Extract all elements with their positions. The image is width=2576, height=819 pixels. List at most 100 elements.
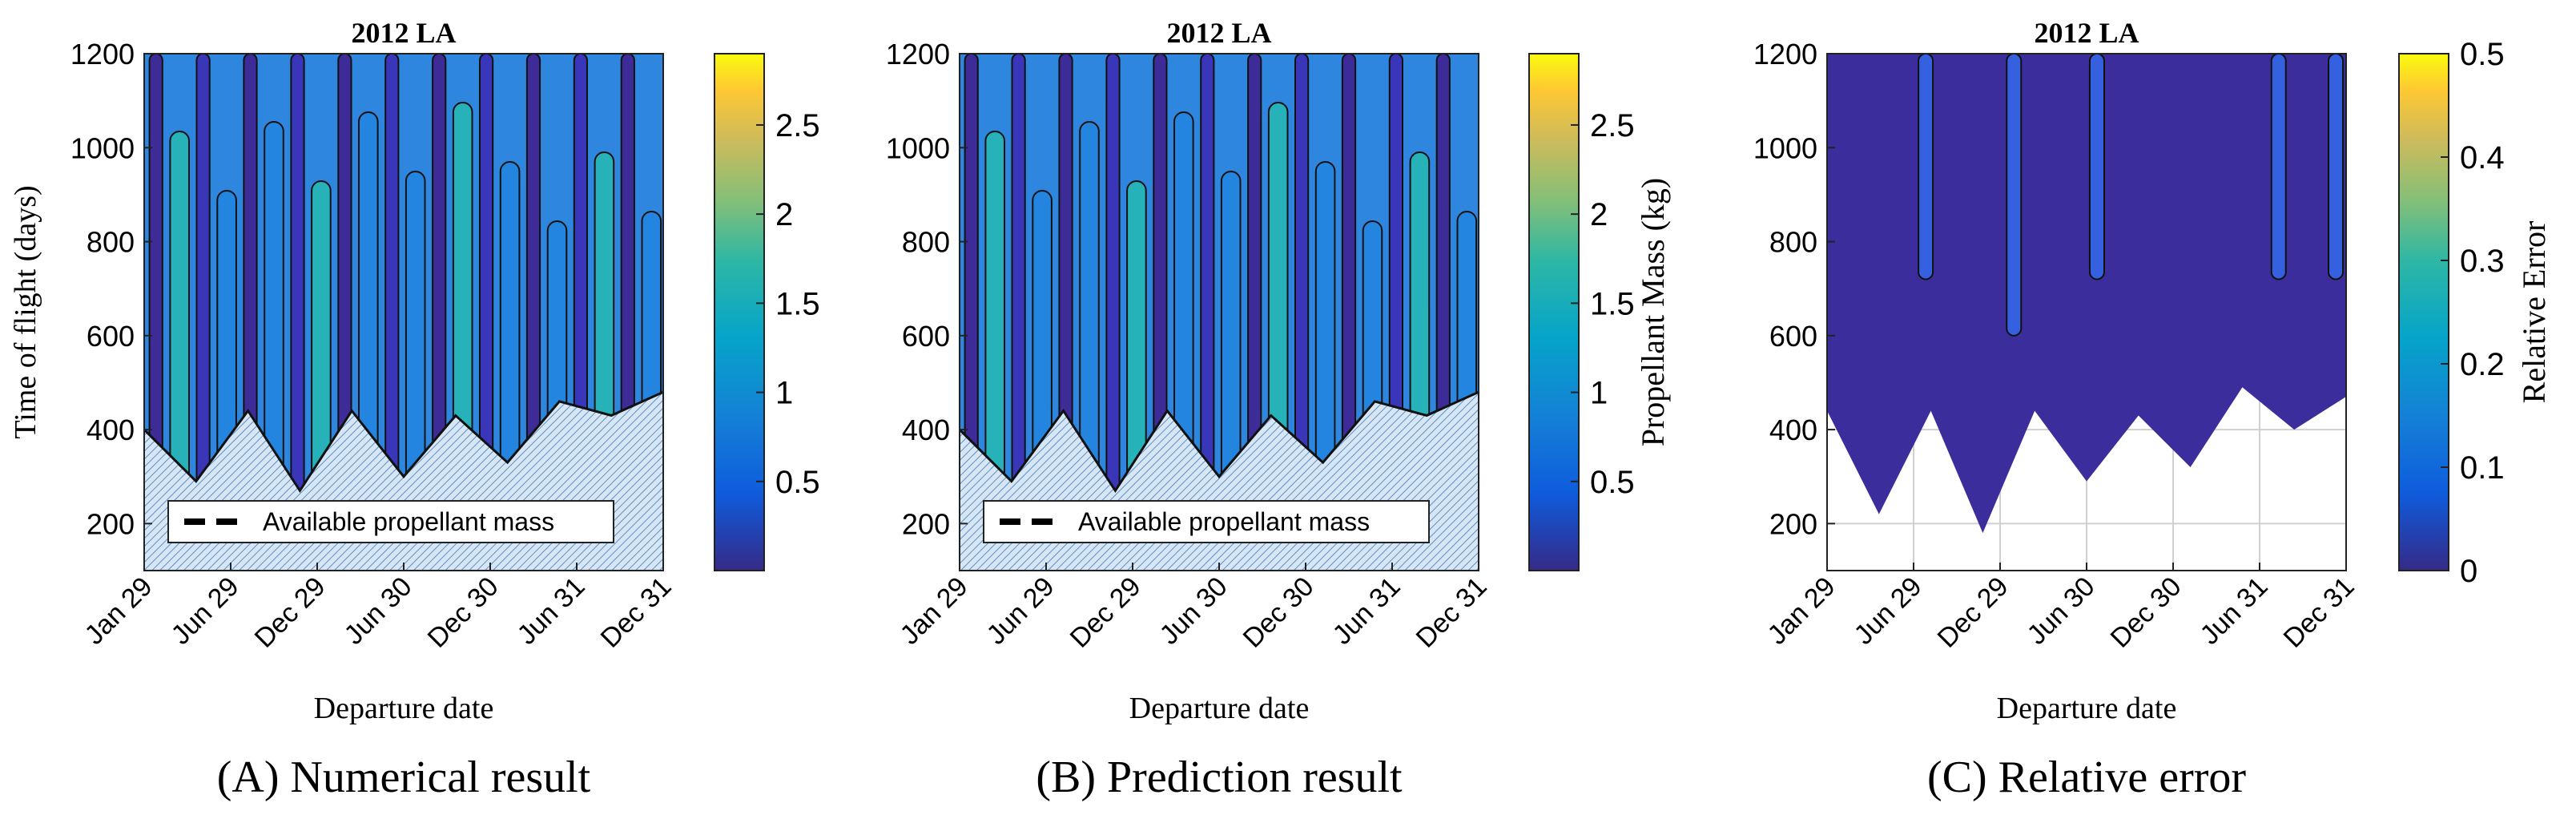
x-tick-label: Jun 31 <box>1327 571 1407 651</box>
chart-title: 2012 LA <box>2034 17 2139 49</box>
legend: Available propellant mass <box>983 500 1430 543</box>
x-tick-label: Jun 29 <box>166 571 245 651</box>
plot-area-C <box>1827 54 2346 571</box>
y-tick-label: 400 <box>902 414 950 446</box>
panel-caption: (A) Numerical result <box>217 752 591 802</box>
x-tick-label: Jun 30 <box>339 571 418 651</box>
colorbar-tick-label: 2 <box>775 197 793 232</box>
chart-title: 2012 LA <box>1166 17 1271 49</box>
colorbar-tick-label: 0.5 <box>775 465 820 500</box>
plot-area-A <box>144 54 663 571</box>
colorbar-tick-label: 2.5 <box>775 108 820 143</box>
colorbar-tick-label: 1.5 <box>1590 286 1635 321</box>
y-tick-label: 200 <box>1769 507 1817 540</box>
x-tick-label: Dec 29 <box>1932 571 2015 654</box>
x-tick-label: Dec 29 <box>1065 571 1147 654</box>
colorbar: 0.5 1 1.5 2 2.5 <box>714 53 820 571</box>
feasible-boundary <box>960 390 1479 494</box>
colorbar-tick-label: 1 <box>1590 376 1608 411</box>
colorbar-tick-label: 2.5 <box>1590 108 1635 143</box>
y-tick-label: 600 <box>87 320 135 353</box>
colorbar-tick-label: 0.5 <box>2460 37 2505 72</box>
contour-valley <box>1105 54 1121 491</box>
plot-area-B <box>960 54 1479 571</box>
colorbar-tick-label: 0.1 <box>2460 450 2505 486</box>
error-streak <box>2088 54 2105 280</box>
x-tick-label: Dec 31 <box>595 571 678 654</box>
contour-valley <box>290 54 305 491</box>
error-streak <box>2270 54 2287 280</box>
legend-label: Available propellant mass <box>263 507 554 536</box>
y-tick-label: 400 <box>87 414 135 446</box>
x-tick-label: Jan 29 <box>79 571 159 651</box>
y-tick-label: 1200 <box>886 38 950 71</box>
error-streak <box>1918 54 1934 280</box>
x-axis-label: Departure date <box>1129 692 1310 725</box>
y-tick-label: 400 <box>1769 414 1817 446</box>
x-axis-label: Departure date <box>314 692 494 725</box>
colorbar-gradient <box>1528 53 1580 571</box>
y-tick-label: 1000 <box>70 131 135 164</box>
y-tick-label: 600 <box>1769 320 1817 353</box>
colorbar-tick-label: 1 <box>775 376 793 411</box>
x-tick-label: Jun 29 <box>981 571 1061 651</box>
y-tick-label: 1200 <box>1753 38 1817 71</box>
contour-valley <box>195 54 211 491</box>
contour-valley <box>1200 54 1215 491</box>
y-tick-label: 600 <box>902 320 950 353</box>
panel-caption: (B) Prediction result <box>1036 752 1403 802</box>
colorbar-label: Relative Error <box>2516 221 2552 404</box>
y-tick-label: 800 <box>1769 226 1817 259</box>
legend-box <box>167 500 614 543</box>
x-tick-label: Dec 31 <box>2278 571 2361 654</box>
legend-box <box>983 500 1430 543</box>
x-tick-label: Jan 29 <box>895 571 974 651</box>
panel-caption: (C) Relative error <box>1927 752 2246 802</box>
colorbar-tick-label: 0.4 <box>2460 140 2505 176</box>
x-tick-label: Jun 30 <box>2022 571 2101 651</box>
x-tick-label: Jun 31 <box>512 571 591 651</box>
legend-label: Available propellant mass <box>1078 507 1370 536</box>
colorbar-label: Propellant Mass (kg) <box>1635 178 1671 447</box>
colorbar-tick-label: 0.5 <box>1590 465 1635 500</box>
contour-valley <box>384 54 400 491</box>
colorbar-gradient <box>714 53 765 571</box>
y-axis-label: Time of flight (days) <box>9 185 42 438</box>
y-tick-label: 1000 <box>1753 131 1817 164</box>
feasible-boundary <box>144 390 663 494</box>
panel-A: Available propellant mass 2012 LA 200 400 60… <box>9 17 820 802</box>
error-region <box>1827 54 2346 534</box>
y-tick-label: 1000 <box>886 131 950 164</box>
legend: Available propellant mass <box>167 500 614 543</box>
x-tick-label: Jun 30 <box>1154 571 1234 651</box>
x-tick-label: Dec 30 <box>422 571 505 654</box>
panel-B: Available propellant mass 2012 LA 200 400 60… <box>886 17 1671 802</box>
feasible-region <box>144 54 663 491</box>
x-tick-label: Dec 30 <box>2105 571 2188 654</box>
y-tick-label: 200 <box>902 507 950 540</box>
x-tick-label: Jun 29 <box>1849 571 1928 651</box>
x-tick-label: Jun 31 <box>2195 571 2274 651</box>
colorbar-tick-label: 0.2 <box>2460 347 2505 382</box>
colorbar-tick-label: 1.5 <box>775 286 820 321</box>
colorbar-tick-label: 0.3 <box>2460 244 2505 279</box>
colorbar-tick-label: 0 <box>2460 554 2477 589</box>
x-tick-label: Jan 29 <box>1762 571 1841 651</box>
x-tick-label: Dec 29 <box>249 571 332 654</box>
y-tick-label: 200 <box>87 507 135 540</box>
colorbar-gradient <box>2398 53 2449 571</box>
chart-title: 2012 LA <box>351 17 456 49</box>
y-tick-label: 1200 <box>70 38 135 71</box>
error-streak <box>2328 54 2345 280</box>
colorbar: 0 0.1 0.2 0.3 0.4 0.5 Relative Error <box>2398 37 2552 589</box>
x-tick-label: Dec 30 <box>1238 571 1320 654</box>
y-tick-label: 800 <box>87 226 135 259</box>
error-streak <box>2006 54 2023 337</box>
y-tick-label: 800 <box>902 226 950 259</box>
colorbar-tick-label: 2 <box>1590 197 1608 232</box>
x-tick-label: Dec 31 <box>1411 571 1493 654</box>
contour-valley <box>1011 54 1026 491</box>
